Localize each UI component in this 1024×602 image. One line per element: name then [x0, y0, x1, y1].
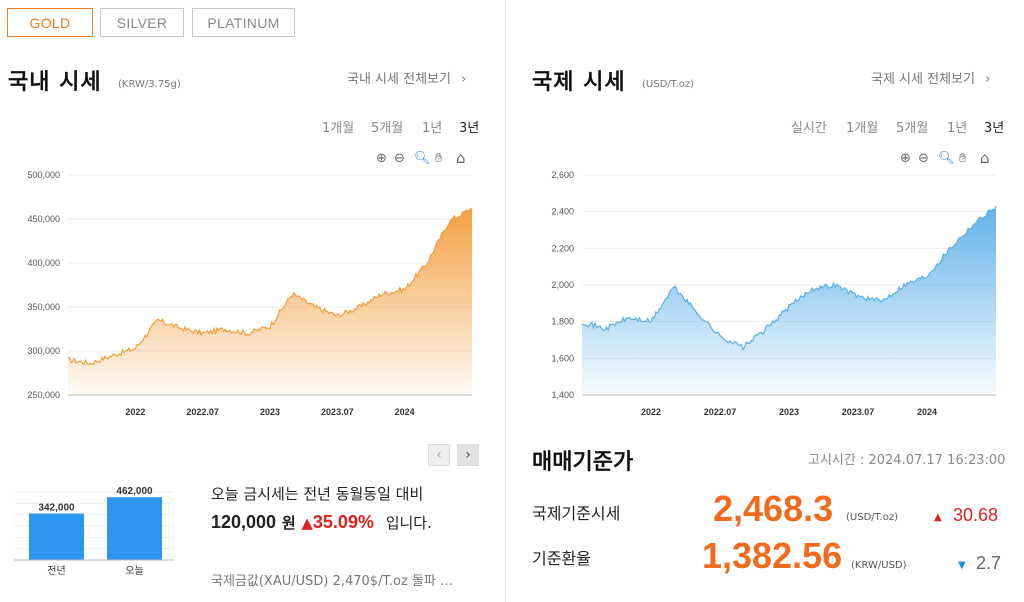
domestic-period-1m[interactable]: 1개월: [322, 121, 355, 136]
compare-category-label: 오늘: [125, 565, 143, 577]
magnifier-icon[interactable]: 🔍︎: [938, 151, 955, 166]
intl-x-tick: 2022: [641, 407, 661, 417]
intl-base-change: 30.68: [953, 505, 999, 525]
domestic-y-tick: 450,000: [27, 214, 60, 224]
intl-base-value: 2,468.3: [713, 488, 834, 529]
exchange-rate-label: 기준환율: [532, 549, 591, 568]
domestic-title: 국내 시세: [8, 70, 102, 95]
home-icon[interactable]: ⌂: [980, 149, 990, 167]
international-title: 국제 시세: [532, 70, 626, 95]
chevron-right-icon: ›: [461, 72, 467, 87]
compare-bar: [107, 497, 162, 560]
domestic-more-link[interactable]: 국내 시세 전체보기 ›: [347, 68, 466, 87]
exchange-rate-value: 1,382.56: [702, 535, 843, 576]
compare-bar: [29, 513, 84, 560]
pan-hand-icon[interactable]: ✋︎: [435, 151, 443, 166]
intl-base-unit: (USD/T.oz): [846, 512, 899, 523]
intl-base-label: 국제기준시세: [532, 504, 621, 523]
year-compare-bar-chart: 342,000 전년 462,000 오늘: [14, 486, 174, 577]
domestic-period-1y[interactable]: 1년: [422, 121, 443, 136]
exchange-rate-unit: (KRW/USD): [851, 560, 907, 571]
international-price-chart: 2,600 2,400 2,200 2,000 1,800 1,600 1,400 2022 2…: [551, 170, 997, 417]
summary-amount-unit: 원: [281, 514, 296, 532]
domestic-y-tick: 250,000: [27, 390, 60, 400]
zoom-in-icon[interactable]: ⊕: [376, 151, 387, 166]
domestic-y-tick: 500,000: [27, 170, 60, 180]
summary-amount: 120,000: [211, 512, 277, 532]
international-period-realtime[interactable]: 실시간: [791, 121, 827, 136]
international-period-3y[interactable]: 3년: [984, 121, 1005, 136]
down-arrow-icon: ▼: [958, 560, 966, 571]
up-arrow-icon: ▲: [934, 512, 942, 523]
pan-hand-icon[interactable]: ✋︎: [959, 151, 967, 166]
zoom-out-icon[interactable]: ⊖: [394, 151, 405, 166]
zoom-in-icon[interactable]: ⊕: [900, 151, 911, 166]
notice-time: 고시시간 : 2024.07.17 16:23:00: [808, 453, 1006, 468]
prev-arrow-button[interactable]: ‹: [428, 444, 450, 466]
domestic-x-tick: 2024: [395, 407, 415, 417]
tab-platinum[interactable]: PLATINUM: [192, 8, 295, 37]
zoom-out-icon[interactable]: ⊖: [918, 151, 929, 166]
compare-bar-label: 342,000: [38, 502, 75, 513]
domestic-y-tick: 350,000: [27, 302, 60, 312]
domestic-x-tick: 2022.07: [186, 407, 219, 417]
tab-gold[interactable]: GOLD: [7, 8, 93, 37]
domestic-more-label: 국내 시세 전체보기: [347, 72, 451, 87]
domestic-x-tick: 2023.07: [321, 407, 354, 417]
domestic-x-tick: 2023: [260, 407, 280, 417]
domestic-unit: (KRW/3.75g): [118, 79, 181, 90]
domestic-area-fill: [68, 208, 472, 395]
intl-y-tick: 1,800: [551, 317, 574, 327]
intl-y-tick: 2,000: [551, 280, 574, 290]
summary-text: 오늘 금시세는 전년 동월동일 대비 120,000 원 ▲35.09% 입니다…: [211, 481, 481, 538]
panel-divider: [505, 0, 506, 602]
intl-x-tick: 2024: [917, 407, 937, 417]
international-more-link[interactable]: 국제 시세 전체보기 ›: [871, 68, 990, 87]
summary-line1: 오늘 금시세는 전년 동월동일 대비: [211, 485, 424, 503]
domestic-y-tick: 300,000: [27, 346, 60, 356]
summary-percent: 35.09%: [312, 512, 374, 532]
intl-y-tick: 1,600: [551, 353, 574, 363]
compare-category-label: 전년: [47, 565, 65, 577]
domestic-series-line: [67, 207, 473, 366]
chevron-right-icon: ›: [985, 72, 991, 87]
domestic-y-tick: 400,000: [27, 258, 60, 268]
magnifier-icon[interactable]: 🔍︎: [414, 151, 431, 166]
international-unit: (USD/T.oz): [642, 79, 695, 90]
base-price-title: 매매기준가: [532, 450, 634, 475]
next-arrow-button[interactable]: ›: [457, 444, 479, 466]
international-period-1y[interactable]: 1년: [947, 121, 968, 136]
intl-y-tick: 2,400: [551, 207, 574, 217]
intl-y-tick: 2,600: [551, 170, 574, 180]
summary-note[interactable]: 국제금값(XAU/USD) 2,470$/T.oz 돌파 …: [211, 574, 453, 589]
intl-area-fill: [582, 206, 996, 395]
domestic-period-3y[interactable]: 3년: [459, 121, 480, 136]
intl-x-tick: 2023.07: [842, 407, 875, 417]
domestic-period-5m[interactable]: 5개월: [371, 121, 404, 136]
summary-suffix: 입니다.: [385, 514, 432, 532]
international-more-label: 국제 시세 전체보기: [871, 72, 975, 87]
intl-series-line: [581, 205, 997, 351]
intl-x-tick: 2022.07: [704, 407, 737, 417]
domestic-price-chart: 500,000 450,000 400,000 350,000 300,000 250,0…: [27, 170, 473, 417]
intl-y-tick: 1,400: [551, 390, 574, 400]
intl-y-tick: 2,200: [551, 243, 574, 253]
international-period-5m[interactable]: 5개월: [896, 121, 929, 136]
compare-bar-label: 462,000: [116, 486, 153, 497]
international-period-1m[interactable]: 1개월: [846, 121, 879, 136]
exchange-rate-change: 2.7: [976, 553, 1002, 573]
home-icon[interactable]: ⌂: [456, 149, 466, 167]
intl-x-tick: 2023: [779, 407, 799, 417]
tab-silver[interactable]: SILVER: [100, 8, 184, 37]
up-arrow-icon: ▲: [301, 514, 313, 532]
domestic-x-tick: 2022: [125, 407, 145, 417]
